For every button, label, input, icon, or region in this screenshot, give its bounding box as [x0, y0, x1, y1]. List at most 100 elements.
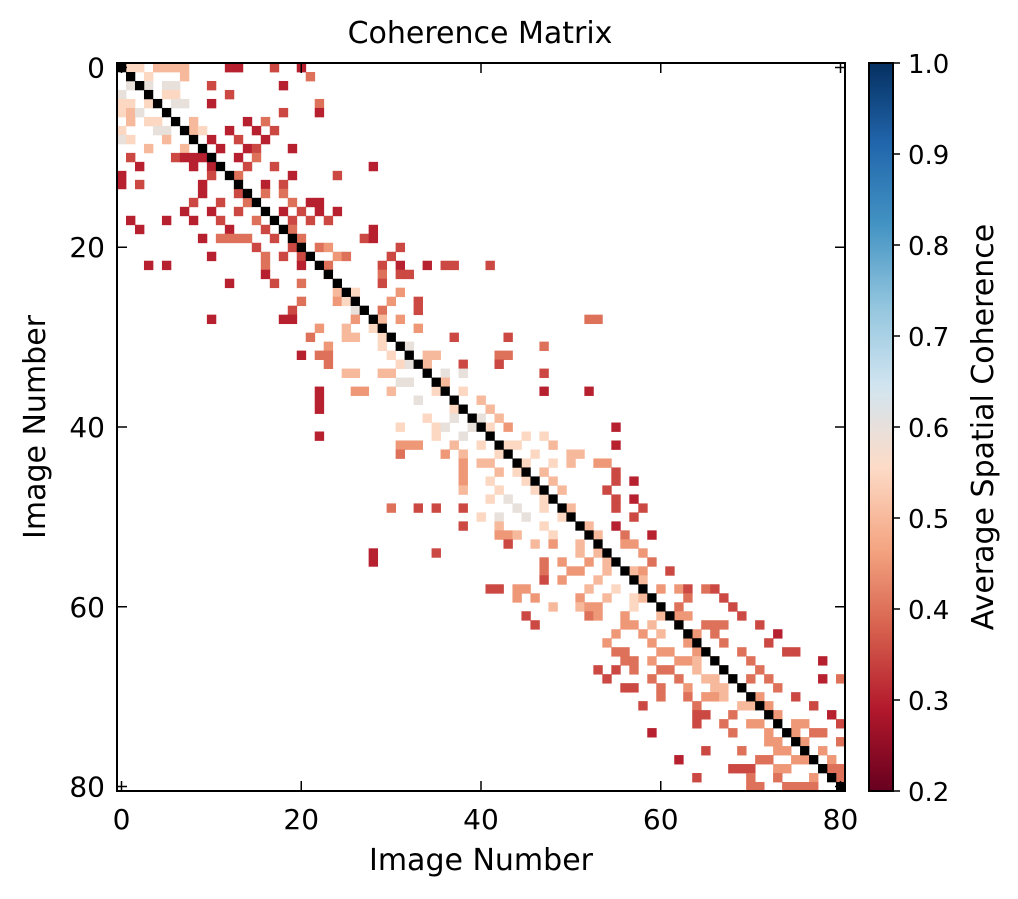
- heatmap-cell: [629, 665, 639, 675]
- heatmap-cell: [692, 773, 702, 783]
- heatmap-cell: [566, 503, 576, 513]
- heatmap-cell: [818, 746, 828, 756]
- heatmap-cell: [395, 440, 406, 450]
- heatmap-cell: [368, 548, 379, 558]
- heatmap-cell: [332, 170, 343, 181]
- heatmap-cell: [836, 674, 846, 684]
- heatmap-cell: [557, 485, 567, 495]
- heatmap-cell: [260, 134, 271, 145]
- heatmap-cell: [638, 566, 648, 576]
- heatmap-cell: [206, 206, 217, 217]
- heatmap-cell: [386, 296, 397, 307]
- heatmap-cell: [602, 485, 612, 495]
- heatmap-cell: [773, 629, 783, 639]
- heatmap-cell: [593, 314, 603, 325]
- heatmap-cell: [314, 323, 325, 334]
- heatmap-cell: [746, 674, 756, 684]
- heatmap-cell: [611, 440, 621, 450]
- heatmap-cell: [683, 584, 693, 594]
- heatmap-cell: [494, 530, 504, 540]
- diagonal-cell: [170, 116, 181, 127]
- heatmap-cell: [287, 242, 298, 253]
- heatmap-cell: [413, 503, 423, 513]
- heatmap-cell: [512, 584, 522, 594]
- diagonal-cell: [287, 233, 298, 244]
- heatmap-cell: [260, 116, 271, 127]
- heatmap-cell: [521, 431, 531, 441]
- diagonal-cell: [764, 710, 774, 720]
- heatmap-cell: [755, 665, 765, 675]
- heatmap-cell: [548, 530, 558, 540]
- heatmap-cell: [413, 440, 423, 450]
- heatmap-cell: [341, 296, 352, 307]
- heatmap-cell: [656, 611, 666, 621]
- heatmap-cell: [296, 233, 307, 244]
- heatmap-cell: [719, 719, 729, 729]
- heatmap-cell: [117, 179, 127, 190]
- diagonal-cell: [413, 359, 423, 369]
- heatmap-cell: [125, 134, 136, 145]
- heatmap-cell: [485, 458, 495, 468]
- heatmap-cell: [134, 107, 145, 118]
- heatmap-cell: [278, 179, 289, 190]
- heatmap-cell: [260, 269, 271, 280]
- diagonal-cell: [521, 467, 531, 477]
- heatmap-cell: [296, 260, 307, 271]
- heatmap-cell: [314, 197, 325, 208]
- heatmap-cell: [287, 215, 298, 226]
- heatmap-cell: [269, 161, 280, 172]
- heatmap-cell: [728, 710, 738, 720]
- heatmap-cell: [332, 206, 343, 217]
- heatmap-cell: [647, 728, 657, 738]
- heatmap-cell: [584, 584, 594, 594]
- heatmap-cell: [305, 332, 316, 343]
- heatmap-cell: [188, 215, 199, 226]
- heatmap-cell: [683, 692, 693, 702]
- diagonal-cell: [422, 368, 432, 378]
- heatmap-cell: [611, 584, 621, 594]
- heatmap-cell: [755, 755, 765, 765]
- heatmap-cell: [494, 359, 504, 369]
- diagonal-cell: [782, 728, 792, 738]
- heatmap-cell: [746, 719, 756, 729]
- heatmap-cell: [647, 620, 657, 630]
- heatmap-cell: [674, 602, 684, 612]
- heatmap-cell: [710, 683, 720, 693]
- heatmap-cell: [773, 710, 783, 720]
- heatmap-cell: [233, 170, 244, 181]
- colorbar-tick-label: 0.9: [908, 141, 949, 171]
- heatmap-cell: [512, 440, 522, 450]
- heatmap-cell: [701, 692, 711, 702]
- heatmap-cell: [440, 449, 450, 459]
- heatmap-cell: [386, 350, 397, 360]
- heatmap-cell: [773, 737, 783, 747]
- heatmap-cell: [602, 638, 612, 648]
- heatmap-cell: [629, 602, 639, 612]
- heatmap-cell: [197, 188, 208, 199]
- heatmap-cell: [746, 782, 756, 792]
- heatmap-cell: [224, 278, 235, 289]
- heatmap-cell: [350, 386, 361, 396]
- heatmap-cell: [512, 467, 522, 477]
- diagonal-cell: [440, 386, 450, 396]
- heatmap-cell: [539, 521, 549, 531]
- colorbar: [868, 62, 894, 792]
- heatmap-cell: [728, 764, 738, 774]
- heatmap-cell: [215, 197, 226, 208]
- heatmap-cell: [161, 80, 172, 91]
- heatmap-cell: [656, 692, 666, 702]
- heatmap-cell: [620, 647, 630, 657]
- heatmap-cell: [431, 350, 441, 360]
- heatmap-cell: [746, 656, 756, 666]
- heatmap-cell: [449, 332, 459, 343]
- x-tick-label: 20: [283, 803, 319, 836]
- heatmap-cell: [368, 233, 379, 244]
- heatmap-cell: [602, 557, 612, 567]
- heatmap-cell: [242, 233, 253, 244]
- diagonal-cell: [800, 746, 810, 756]
- heatmap-cell: [539, 368, 549, 378]
- heatmap-cell: [476, 512, 486, 522]
- heatmap-cell: [251, 242, 262, 253]
- heatmap-cell: [629, 566, 639, 576]
- heatmap-cell: [305, 71, 316, 82]
